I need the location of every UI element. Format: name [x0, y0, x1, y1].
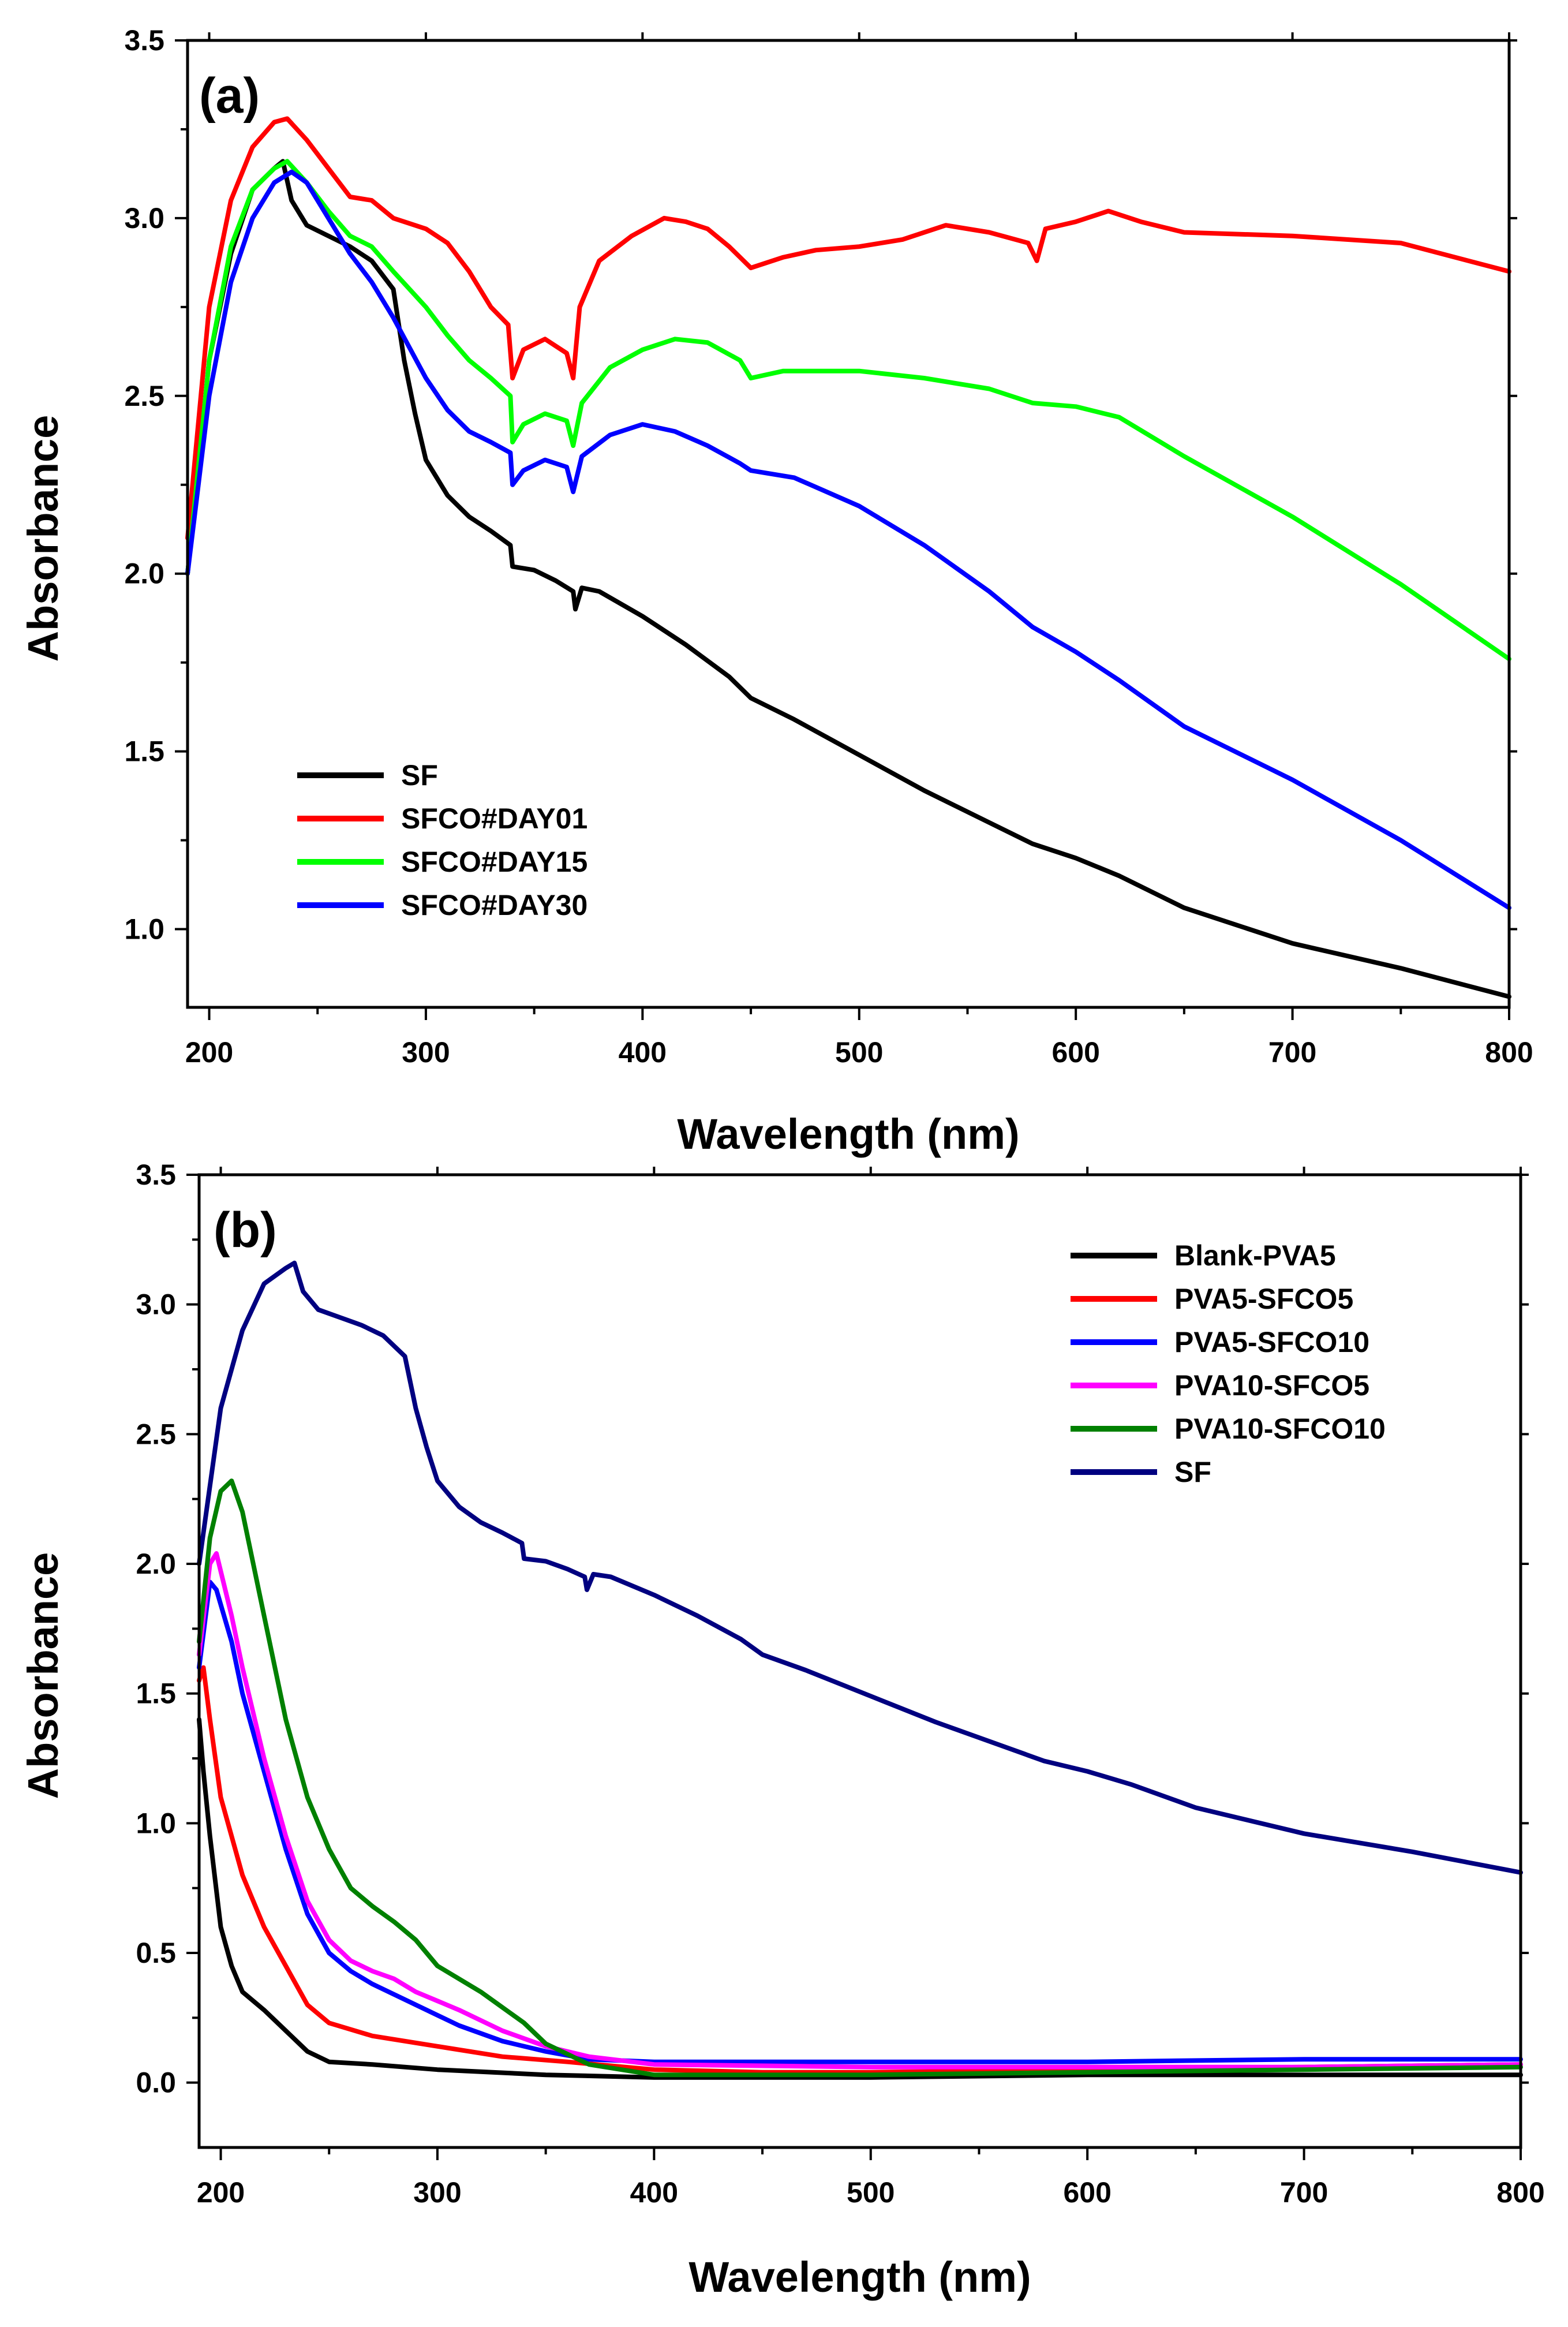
- panel-label: (b): [214, 1202, 277, 1258]
- x-tick-label: 200: [197, 2176, 245, 2209]
- y-axis-title: Absorbance: [19, 1552, 67, 1799]
- plot-frame: [197, 1173, 1522, 2149]
- x-tick-label: 700: [1268, 1036, 1316, 1069]
- legend-label: PVA5-SFCO5: [1174, 1283, 1353, 1315]
- y-tick-label: 2.5: [124, 380, 164, 412]
- series-line-sfco-day01: [185, 116, 1511, 541]
- x-tick-label: 800: [1496, 2176, 1544, 2209]
- legend: SF SFCO#DAY01 SFCO#DAY15 SFCO#DAY30: [297, 759, 587, 921]
- y-axis-title: Absorbance: [19, 415, 67, 662]
- x-tick-label: 500: [847, 2176, 895, 2209]
- x-tick-label: 400: [619, 1036, 667, 1069]
- y-tick-label: 3.5: [136, 1159, 176, 1191]
- y-tick-label: 1.5: [136, 1678, 176, 1710]
- y-tick-label: 2.5: [136, 1418, 176, 1450]
- x-tick-label: 300: [402, 1036, 450, 1069]
- x-tick-label: 500: [835, 1036, 883, 1069]
- series-line-pva10-sfco10: [197, 1478, 1523, 2078]
- x-axis-title: Wavelength (nm): [677, 1110, 1019, 1158]
- legend-label: PVA5-SFCO10: [1174, 1326, 1369, 1358]
- x-tick-label: 800: [1485, 1036, 1533, 1069]
- series-line-sfco-day30: [185, 169, 1511, 910]
- y-tick-label: 3.0: [136, 1288, 176, 1321]
- x-tick-label: 600: [1051, 1036, 1099, 1069]
- y-tick-label: 0.0: [136, 2067, 176, 2099]
- x-axis-title: Wavelength (nm): [688, 2253, 1031, 2301]
- legend-label: Blank-PVA5: [1174, 1239, 1336, 1272]
- legend-label: PVA10-SFCO5: [1174, 1369, 1369, 1402]
- series-line-sf: [197, 1260, 1523, 1875]
- y-tick-label: 3.5: [124, 24, 164, 57]
- chart-panel-b: 200 300 400 500 600 700 800 0.0 0.5 1.0 1.5 2.0 2.5 3…: [19, 1159, 1545, 2301]
- x-tick-label: 300: [413, 2176, 461, 2209]
- series-line-blank-pva5: [197, 1717, 1523, 2080]
- plot-frame: [186, 39, 1511, 1009]
- y-tick-label: 0.5: [136, 1937, 176, 1969]
- series-line-pva10-sfco5: [197, 1551, 1523, 2070]
- chart-panel-a: 200 300 400 500 600 700 800 1.0 1.5 2.0 2.5 3.0 3.5 W…: [19, 24, 1533, 1158]
- legend-label: PVA10-SFCO10: [1174, 1413, 1386, 1445]
- series-line-sf: [185, 159, 1511, 999]
- x-tick-label: 700: [1280, 2176, 1328, 2209]
- legend-label: SFCO#DAY30: [401, 889, 587, 921]
- legend-label: SF: [401, 759, 438, 791]
- y-tick-label: 1.0: [124, 913, 164, 946]
- y-tick-label: 3.0: [124, 202, 164, 234]
- y-tick-label: 1.5: [124, 735, 164, 768]
- x-tick-label: 200: [185, 1036, 233, 1069]
- legend: Blank-PVA5 PVA5-SFCO5 PVA5-SFCO10 PVA10-SFC…: [1071, 1239, 1386, 1488]
- series-line-pva5-sfco5: [197, 1665, 1523, 2075]
- panel-label: (a): [199, 68, 260, 124]
- x-tick-label: 400: [630, 2176, 678, 2209]
- y-tick-label: 1.0: [136, 1807, 176, 1839]
- legend-label: SF: [1174, 1456, 1211, 1488]
- legend-label: SFCO#DAY15: [401, 846, 587, 878]
- legend-label: SFCO#DAY01: [401, 802, 587, 835]
- x-tick-label: 600: [1063, 2176, 1111, 2209]
- y-tick-label: 2.0: [136, 1548, 176, 1580]
- series-line-pva5-sfco10: [197, 1579, 1523, 2064]
- y-tick-label: 2.0: [124, 558, 164, 590]
